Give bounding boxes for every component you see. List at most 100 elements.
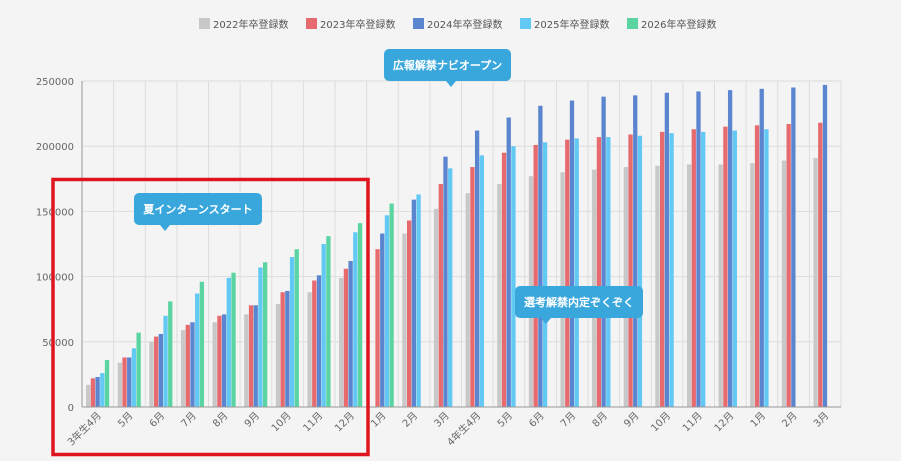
callout: 夏インターンスタート — [134, 193, 262, 231]
bar — [569, 100, 575, 407]
x-tick-label: 7月 — [558, 410, 578, 430]
x-tick-label: 2月 — [780, 410, 800, 430]
bar — [348, 260, 353, 407]
bar — [759, 88, 764, 407]
bar — [163, 315, 168, 407]
bar — [433, 208, 439, 407]
bar — [90, 378, 96, 407]
bar — [511, 146, 516, 407]
x-tick-label: 11月 — [680, 410, 705, 435]
bar — [501, 152, 507, 407]
bar — [474, 130, 480, 407]
bar — [781, 160, 787, 407]
bar — [199, 281, 205, 407]
bar — [95, 377, 100, 407]
bar — [465, 193, 470, 407]
x-tick-label: 10月 — [649, 410, 674, 435]
bar — [343, 268, 349, 407]
callout-bubble — [384, 49, 511, 81]
y-tick-label: 0 — [68, 403, 74, 414]
bar — [701, 131, 706, 407]
bar — [443, 156, 448, 407]
bar — [168, 301, 173, 407]
bar — [448, 168, 453, 407]
x-tick-label: 3月 — [811, 410, 831, 430]
bar — [375, 249, 380, 407]
x-tick-label: 9月 — [242, 410, 262, 430]
bar — [764, 129, 769, 408]
legend-swatch — [199, 18, 210, 29]
bar — [326, 236, 331, 407]
bar — [136, 332, 141, 407]
x-tick-label: 4年生4月 — [444, 409, 483, 448]
bar — [244, 314, 249, 407]
bar — [195, 293, 200, 407]
bar — [754, 125, 760, 407]
bar — [127, 357, 132, 407]
callout-text: 選考解禁内定ぞくぞく — [524, 295, 634, 309]
bar — [750, 163, 755, 407]
bar — [339, 277, 344, 407]
bar — [294, 249, 299, 407]
bar — [312, 280, 317, 407]
bar — [185, 324, 190, 407]
bar — [727, 90, 733, 408]
legend: 2022年卒登録数 2023年卒登録数 2024年卒登録数 2025年卒登録数 2026… — [199, 18, 716, 31]
bar — [285, 290, 290, 407]
bars — [86, 84, 828, 408]
x-tick-label: 11月 — [301, 410, 326, 435]
y-tick-label: 200000 — [36, 142, 74, 153]
x-tick-label: 6月 — [147, 410, 167, 430]
bar — [180, 330, 186, 407]
x-tick-label: 3年生4月 — [65, 409, 104, 448]
callout: 選考解禁内定ぞくぞく — [515, 286, 643, 324]
bar — [226, 277, 231, 407]
bar — [104, 360, 110, 407]
callout-tip — [446, 81, 456, 87]
bar — [149, 341, 154, 407]
legend-swatch — [306, 18, 317, 29]
x-tick-label: 9月 — [621, 410, 641, 430]
bar — [321, 244, 326, 407]
callout-tip — [541, 318, 551, 324]
bar — [479, 155, 484, 407]
x-tick-label: 1月 — [368, 410, 388, 430]
callout-text: 広報解禁ナビオープン — [393, 58, 502, 72]
bar — [506, 117, 511, 408]
bar — [117, 362, 122, 407]
grid-lines — [81, 80, 842, 408]
x-tick-label: 7月 — [179, 410, 199, 430]
bar — [470, 167, 475, 407]
bar — [660, 131, 665, 407]
bar — [212, 322, 217, 407]
bar — [154, 336, 159, 407]
bar — [231, 272, 236, 407]
bar — [262, 262, 268, 407]
x-tick-label: 12月 — [332, 410, 357, 435]
y-tick-label: 100000 — [36, 273, 74, 284]
bar — [122, 357, 127, 407]
bar — [538, 105, 543, 407]
bar — [596, 137, 602, 407]
bar — [438, 184, 443, 407]
bar — [533, 144, 538, 407]
bar — [384, 215, 390, 407]
bar — [307, 292, 312, 407]
bar — [280, 292, 285, 407]
bar — [637, 135, 643, 407]
bar — [217, 315, 222, 407]
bar — [818, 122, 823, 407]
bar — [416, 194, 421, 407]
x-tick-label: 8月 — [210, 410, 230, 430]
highlight-box — [51, 177, 370, 457]
bar — [786, 124, 791, 408]
bar — [574, 138, 579, 407]
bar — [669, 133, 674, 407]
bar — [258, 267, 263, 407]
legend-label: 2023年卒登録数 — [320, 18, 395, 31]
bar — [411, 199, 417, 407]
legend-label: 2026年卒登録数 — [641, 18, 716, 31]
bar — [407, 220, 412, 407]
